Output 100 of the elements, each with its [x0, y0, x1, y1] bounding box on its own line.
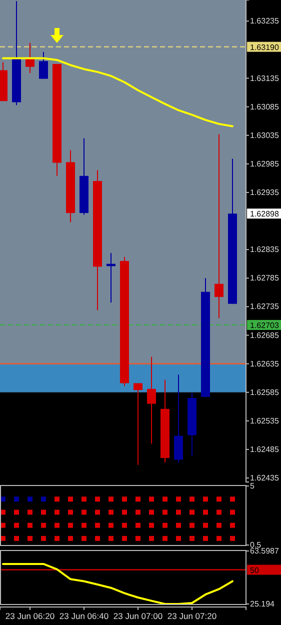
y-tick-label: 1.62935	[250, 188, 280, 198]
point	[136, 496, 140, 502]
point	[216, 496, 222, 502]
point	[230, 522, 235, 528]
point	[108, 536, 114, 541]
y-tick-label: 1.62735	[250, 302, 280, 312]
point	[28, 536, 32, 541]
ref-line-label: 50	[250, 566, 260, 575]
point	[41, 522, 46, 528]
point	[68, 510, 73, 515]
point	[108, 510, 114, 515]
point	[190, 536, 194, 541]
candlestick	[214, 134, 224, 319]
y-tick-label: 1.62485	[250, 445, 280, 454]
y-tick-label: 1.62835	[250, 245, 280, 254]
point	[14, 496, 19, 502]
point	[136, 522, 140, 528]
y-tick-label: 1.62635	[250, 359, 280, 368]
point	[190, 522, 194, 528]
point	[41, 496, 46, 502]
point	[136, 536, 140, 541]
line-series	[2, 57, 234, 128]
point	[0, 510, 6, 515]
y-tick-label: 1.63235	[250, 16, 280, 26]
point	[190, 510, 194, 515]
y-tick-label: 63.5987	[250, 546, 280, 556]
point	[108, 522, 114, 528]
point	[149, 536, 154, 541]
point	[108, 496, 114, 502]
point	[176, 510, 181, 515]
x-tick-label: 23 Jun 06:20	[5, 611, 55, 622]
point	[95, 536, 100, 541]
y-tick-label: 1.62435	[250, 474, 280, 483]
point	[14, 522, 19, 528]
point	[82, 510, 86, 515]
y-tick-label: 1.63035	[250, 130, 280, 140]
candlestick	[174, 374, 183, 464]
candlestick	[39, 51, 48, 80]
point	[149, 510, 154, 515]
point	[54, 496, 60, 502]
point	[136, 510, 140, 515]
point	[68, 522, 73, 528]
point	[28, 522, 32, 528]
point	[122, 510, 127, 515]
x-tick-label: 23 Jun 06:40	[59, 611, 109, 622]
y-tick-label: 1.63135	[250, 74, 280, 83]
point	[176, 522, 181, 528]
point	[149, 496, 154, 502]
point	[28, 496, 32, 502]
point	[230, 510, 235, 515]
point	[203, 496, 208, 502]
point	[122, 496, 127, 502]
point	[203, 522, 208, 528]
point	[190, 496, 194, 502]
point	[162, 522, 168, 528]
candlestick	[134, 382, 142, 466]
point	[68, 536, 73, 541]
point	[82, 522, 86, 528]
point	[54, 510, 60, 515]
point	[28, 510, 32, 515]
y-tick-label: 1.62785	[250, 274, 280, 283]
point	[68, 496, 73, 502]
point	[203, 510, 208, 515]
y-tick-label: 1.63085	[250, 102, 280, 112]
point	[230, 496, 235, 502]
point	[122, 536, 127, 541]
candlestick	[147, 356, 156, 444]
point	[162, 510, 168, 515]
x-tick-label: 23 Jun 07:20	[167, 611, 217, 622]
point	[95, 496, 100, 502]
point	[176, 496, 181, 502]
y-tick-label: 5	[250, 482, 255, 491]
point	[216, 522, 222, 528]
y-tick-label: 1.62535	[250, 416, 280, 426]
point	[41, 510, 46, 515]
point	[95, 522, 100, 528]
point	[41, 536, 46, 541]
point	[0, 496, 6, 502]
point	[82, 536, 86, 541]
point	[0, 522, 6, 528]
point	[54, 536, 60, 541]
text: 1.62898	[250, 210, 280, 219]
y-tick-label: 1.62985	[250, 159, 280, 168]
line-series	[2, 562, 234, 604]
point	[216, 536, 222, 541]
point	[14, 536, 19, 541]
point	[203, 536, 208, 541]
point	[162, 496, 168, 502]
point	[14, 510, 19, 515]
point	[0, 536, 6, 541]
point	[176, 536, 181, 541]
point	[95, 510, 100, 515]
y-tick-label: 1.62685	[250, 330, 280, 340]
point	[122, 522, 127, 528]
point	[162, 536, 168, 541]
point	[149, 522, 154, 528]
x-tick-label: 23 Jun 07:00	[113, 611, 163, 622]
y-tick-label: 25.194	[250, 600, 276, 609]
ref-line-label: 1.63190	[250, 42, 280, 52]
point	[82, 496, 86, 502]
